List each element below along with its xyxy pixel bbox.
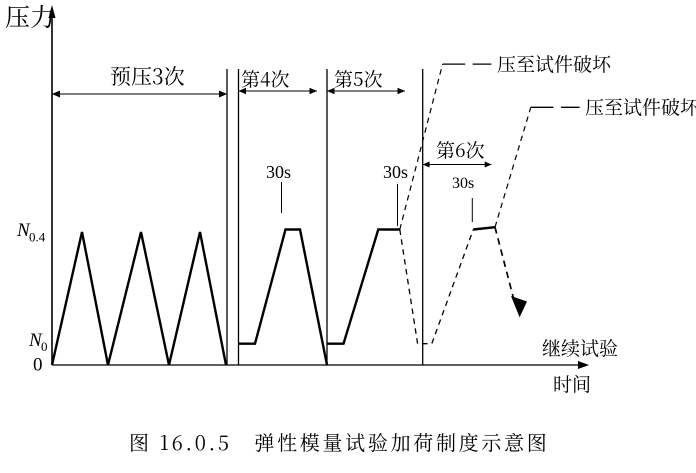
- svg-text:继续试验: 继续试验: [542, 334, 618, 361]
- svg-text:压力: 压力: [5, 0, 55, 34]
- svg-text:压至试件破坏: 压至试件破坏: [497, 50, 612, 77]
- svg-text:压至试件破坏: 压至试件破坏: [585, 93, 696, 120]
- svg-text:第4次: 第4次: [241, 65, 290, 92]
- svg-text:30s: 30s: [452, 175, 474, 192]
- svg-text:0: 0: [33, 355, 43, 376]
- svg-text:预压3次: 预压3次: [110, 61, 185, 91]
- svg-text:30s: 30s: [266, 162, 291, 182]
- svg-text:第5次: 第5次: [334, 65, 383, 92]
- svg-text:图 16.0.5 弹性模量试验加荷制度示意图: 图 16.0.5 弹性模量试验加荷制度示意图: [129, 427, 549, 456]
- svg-text:0: 0: [41, 339, 48, 354]
- svg-text:0.4: 0.4: [29, 230, 46, 245]
- svg-text:时间: 时间: [553, 370, 591, 397]
- svg-text:30s: 30s: [383, 162, 408, 182]
- svg-text:第6次: 第6次: [436, 136, 485, 163]
